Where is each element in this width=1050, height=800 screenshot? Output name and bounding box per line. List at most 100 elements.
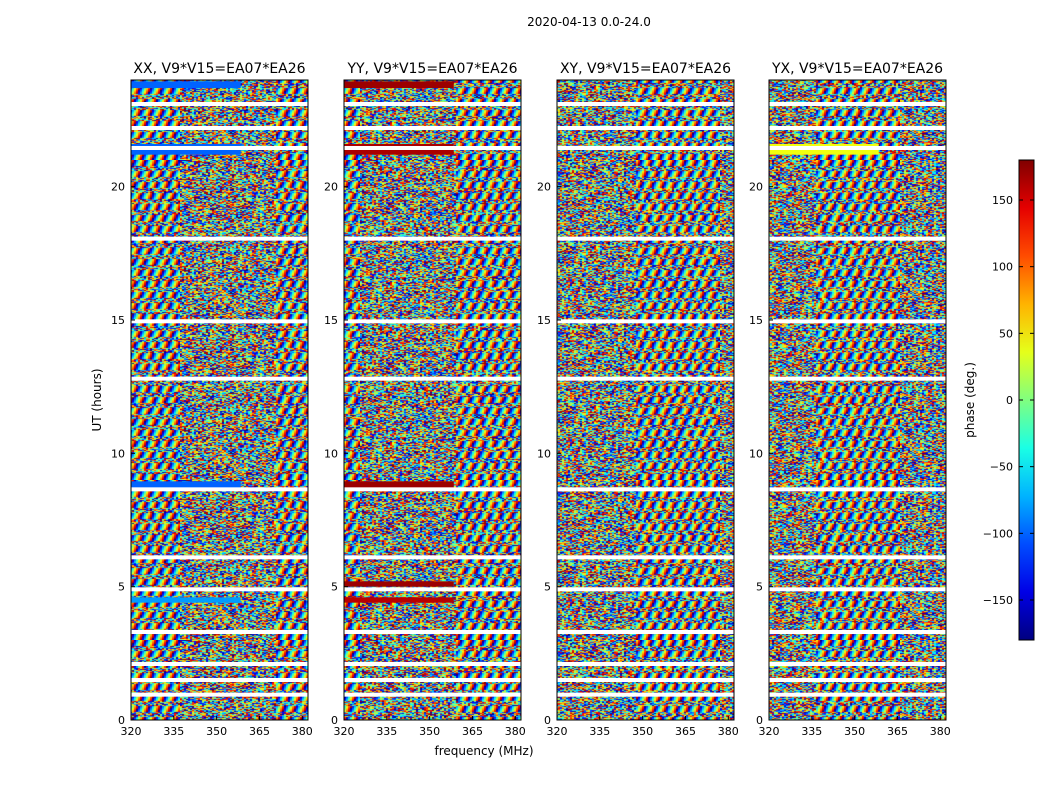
panel-yx: YX, V9*V15=EA07*EA26 320 335 350 365 380 0 5 10 1… [749, 61, 951, 738]
colorbar-tick-label: 50 [999, 327, 1013, 340]
flagged-gap [557, 662, 734, 666]
x-tick-label: 380 [505, 725, 526, 738]
flagged-gap [131, 376, 308, 381]
uniform-phase-band [131, 481, 241, 488]
y-tick-label: 0 [756, 714, 763, 727]
y-tick-label: 5 [118, 581, 125, 594]
x-tick-label: 335 [376, 725, 397, 738]
x-tick-label: 335 [589, 725, 610, 738]
x-tick-label: 380 [930, 725, 951, 738]
y-tick-label: 15 [111, 314, 125, 327]
y-tick-label: 0 [544, 714, 551, 727]
panel-frame [556, 79, 735, 721]
flagged-gap [131, 487, 308, 492]
x-tick-label: 350 [419, 725, 440, 738]
panel-xy: XY, V9*V15=EA07*EA26 320 335 350 365 380 0 5 10 1… [537, 61, 739, 738]
flagged-gap [131, 587, 308, 592]
flagged-gap [557, 126, 734, 130]
flagged-gap [769, 555, 946, 560]
panel-frame [130, 79, 309, 721]
flagged-gap [769, 662, 946, 666]
colorbar-tick-label: −150 [983, 594, 1013, 607]
flagged-gap [131, 319, 308, 324]
flagged-gap [557, 319, 734, 324]
flagged-gap [769, 376, 946, 381]
flagged-gap [131, 126, 308, 130]
y-tick-label: 20 [537, 181, 551, 194]
flagged-gap [131, 692, 308, 697]
flagged-gap [344, 126, 521, 130]
panel-frame [343, 79, 522, 721]
flagged-gap [344, 692, 521, 697]
y-axis-label: UT (hours) [90, 368, 104, 431]
panel-title: YX, V9*V15=EA07*EA26 [771, 61, 943, 77]
flagged-gap [344, 146, 521, 150]
panel-frame [768, 79, 947, 721]
colorbar-tick-label: −100 [983, 527, 1013, 540]
y-tick-label: 10 [324, 447, 338, 460]
colorbar-label: phase (deg.) [963, 362, 977, 438]
x-tick-label: 335 [801, 725, 822, 738]
flagged-gap [131, 146, 308, 150]
panel-yy: YY, V9*V15=EA07*EA26 320 335 350 365 380 0 5 10 1… [324, 61, 526, 738]
flagged-gap [557, 102, 734, 106]
flagged-gap [344, 319, 521, 324]
x-tick-label: 320 [759, 725, 780, 738]
panel-title: XY, V9*V15=EA07*EA26 [560, 61, 731, 77]
colorbar-tick-label: −50 [990, 461, 1013, 474]
uniform-phase-band [131, 81, 241, 88]
x-tick-label: 365 [887, 725, 908, 738]
y-tick-label: 0 [331, 714, 338, 727]
panels: XX, V9*V15=EA07*EA26 320 335 350 365 380 0 5 10 1… [111, 61, 951, 738]
y-tick-label: 15 [324, 314, 338, 327]
flagged-gap [557, 630, 734, 634]
uniform-phase-band [131, 597, 241, 603]
colorbar-tick-label: 0 [1006, 394, 1013, 407]
y-tick-label: 0 [118, 714, 125, 727]
y-tick-label: 15 [537, 314, 551, 327]
x-tick-label: 350 [844, 725, 865, 738]
x-tick-label: 350 [206, 725, 227, 738]
y-tick-label: 10 [749, 447, 763, 460]
y-tick-label: 5 [331, 581, 338, 594]
flagged-gap [131, 678, 308, 682]
flagged-gap [557, 678, 734, 682]
colorbar-tick-label: 150 [992, 194, 1013, 207]
y-tick-label: 5 [756, 581, 763, 594]
y-tick-label: 20 [324, 181, 338, 194]
figure-title: 2020-04-13 0.0-24.0 [527, 15, 651, 29]
flagged-gap [557, 146, 734, 150]
colorbar-tick-label: 100 [992, 261, 1013, 274]
flagged-gap [557, 692, 734, 697]
x-tick-label: 320 [547, 725, 568, 738]
y-tick-label: 20 [749, 181, 763, 194]
x-tick-label: 365 [249, 725, 270, 738]
flagged-gap [344, 630, 521, 634]
flagged-gap [344, 555, 521, 560]
flagged-gap [344, 236, 521, 241]
flagged-gap [557, 236, 734, 241]
flagged-gap [769, 692, 946, 697]
flagged-gap [769, 678, 946, 682]
uniform-phase-band [344, 597, 454, 603]
flagged-gap [344, 662, 521, 666]
y-tick-label: 10 [537, 447, 551, 460]
y-tick-label: 20 [111, 181, 125, 194]
y-tick-label: 15 [749, 314, 763, 327]
flagged-gap [769, 146, 946, 150]
panel-title: XX, V9*V15=EA07*EA26 [133, 61, 305, 77]
x-tick-label: 320 [334, 725, 355, 738]
x-tick-label: 380 [292, 725, 313, 738]
flagged-gap [344, 678, 521, 682]
flagged-gap [344, 376, 521, 381]
flagged-gap [557, 555, 734, 560]
uniform-phase-band [344, 581, 454, 587]
x-tick-label: 380 [718, 725, 739, 738]
uniform-phase-band [344, 481, 454, 488]
flagged-gap [131, 555, 308, 560]
x-tick-label: 365 [675, 725, 696, 738]
uniform-phase-band [344, 81, 454, 88]
flagged-gap [769, 126, 946, 130]
x-tick-label: 350 [632, 725, 653, 738]
